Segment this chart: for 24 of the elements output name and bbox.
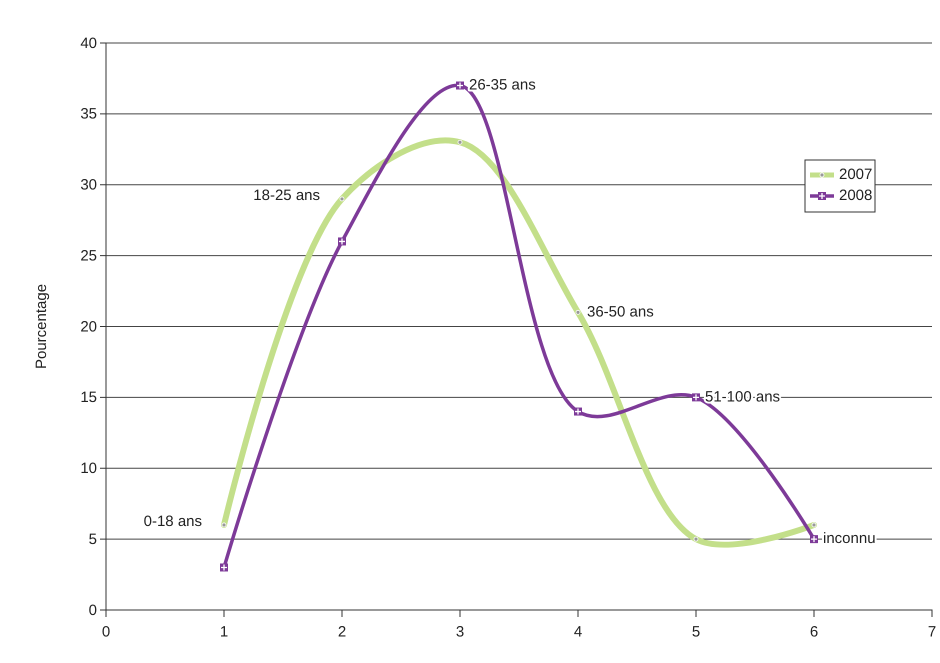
annotation: 26-35 ans [469,76,536,94]
y-tick-label: 5 [88,530,97,548]
y-axis-title: Pourcentage [33,284,50,370]
y-tick-label: 0 [88,602,97,619]
x-tick-label: 3 [456,624,464,640]
legend-label: 2007 [839,166,872,183]
x-tick-label: 4 [574,624,582,640]
y-tick-label: 25 [80,247,97,264]
x-tick-label: 2 [338,624,346,640]
y-tick-label: 35 [80,106,97,123]
y-tick-label: 40 [80,34,97,52]
y-tick-label: 20 [80,318,97,336]
annotation: 18-25 ans [253,186,320,204]
annotation: 0-18 ans [144,512,202,530]
legend-label: 2008 [839,186,872,204]
x-tick-label: 6 [810,624,818,640]
x-tick-label: 1 [220,624,228,640]
x-tick-label: 7 [928,624,936,640]
x-tick-label: 0 [102,624,110,640]
y-tick-label: 10 [80,460,97,478]
annotation: 36-50 ans [587,303,654,320]
y-tick-label: 15 [80,389,97,406]
x-tick-label: 5 [692,624,700,640]
y-tick-label: 30 [80,176,97,194]
